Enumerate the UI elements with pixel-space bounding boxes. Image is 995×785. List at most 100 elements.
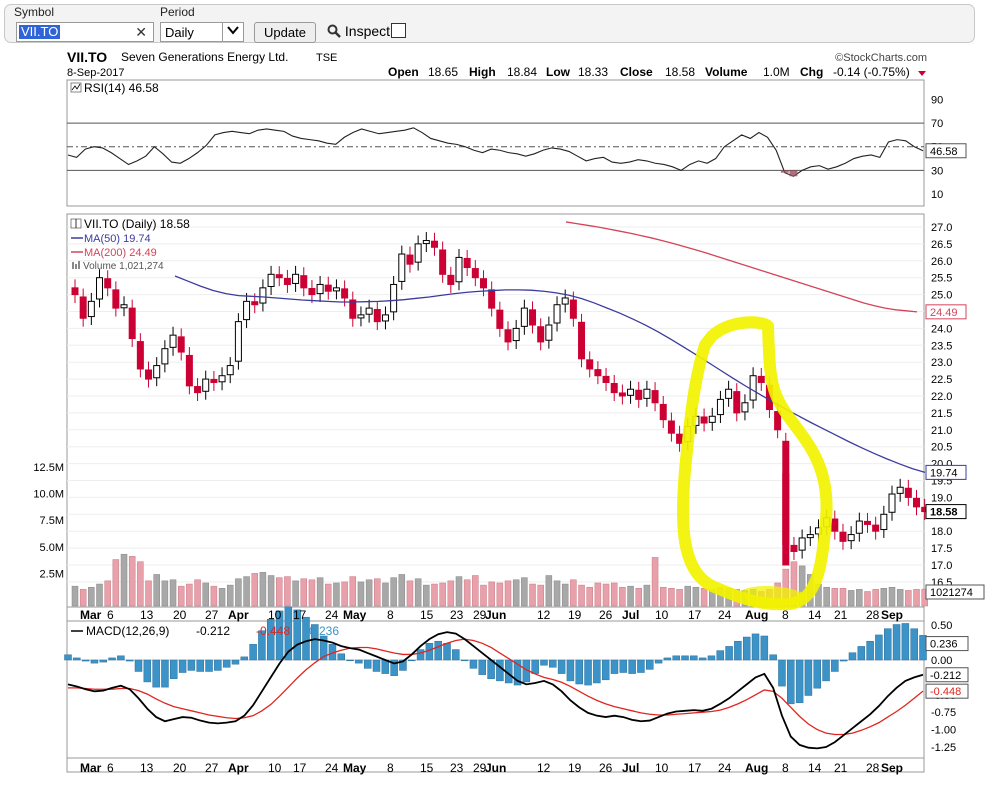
volume-tick-label: 12.5M bbox=[33, 462, 64, 474]
volume-bar bbox=[619, 586, 626, 607]
inspect-checkbox[interactable] bbox=[391, 23, 407, 38]
update-button[interactable]: Update bbox=[254, 22, 316, 43]
macd-histogram-bar bbox=[408, 659, 416, 662]
date-tick-label: Sep bbox=[881, 608, 903, 622]
macd-histogram-bar bbox=[311, 624, 319, 661]
volume-bar bbox=[243, 576, 250, 607]
rsi-current-box bbox=[925, 143, 967, 159]
volume-legend: Volume 1,021,274 bbox=[83, 261, 164, 272]
volume-bar bbox=[831, 588, 839, 607]
volume-bar bbox=[128, 556, 136, 607]
macd-histogram-bar bbox=[416, 649, 425, 661]
price-current-label: 1021274 bbox=[930, 587, 973, 599]
price-tick-label: 24.0 bbox=[931, 323, 952, 335]
macd-histogram-bar bbox=[866, 640, 874, 661]
macd-histogram-bar bbox=[725, 646, 733, 661]
candlestick bbox=[161, 348, 169, 365]
candlestick bbox=[243, 300, 251, 321]
date-tick-label: 8 bbox=[387, 761, 394, 775]
candlestick bbox=[529, 309, 537, 326]
macd-histogram-bar bbox=[240, 656, 249, 661]
symbol-input[interactable]: VII.TO ✕ bbox=[16, 22, 154, 42]
inspect-label: Inspect bbox=[344, 23, 391, 39]
macd-histogram-bar bbox=[117, 655, 125, 661]
volume-bar bbox=[406, 580, 414, 607]
volume-bar bbox=[79, 589, 87, 607]
candlestick bbox=[185, 354, 193, 387]
macd-histogram-bar bbox=[452, 649, 460, 661]
volume-bar bbox=[905, 590, 912, 607]
macd-histogram-bar bbox=[646, 659, 654, 670]
date-tick-label: 17 bbox=[293, 608, 307, 622]
volume-bar bbox=[447, 580, 455, 607]
volume-bar bbox=[251, 573, 258, 607]
date-tick-label: 10 bbox=[655, 608, 669, 622]
period-select[interactable]: Daily bbox=[160, 22, 244, 42]
clear-icon[interactable]: ✕ bbox=[135, 24, 147, 40]
volume-bar bbox=[423, 584, 430, 607]
macd-histogram-bar bbox=[566, 659, 575, 682]
rsi-legend: RSI(14) 46.58 bbox=[70, 81, 159, 95]
volume-bar bbox=[602, 583, 610, 607]
macd-histogram-bar bbox=[787, 659, 795, 705]
volume-bar bbox=[512, 579, 520, 607]
date-tick-label: 17 bbox=[688, 761, 702, 775]
volume-tick-label: 5.0M bbox=[40, 542, 64, 554]
macd-histogram-bar bbox=[760, 635, 769, 661]
volume-bar bbox=[390, 577, 397, 607]
macd-histogram-bar bbox=[99, 659, 108, 663]
candlestick bbox=[398, 253, 406, 282]
macd-histogram-bar bbox=[910, 628, 918, 661]
macd-histogram-bar bbox=[152, 659, 160, 688]
volume-bar bbox=[651, 557, 659, 607]
candlestick bbox=[594, 369, 602, 377]
volume-bar bbox=[357, 581, 365, 607]
macd-histogram-bar bbox=[883, 628, 892, 661]
macd-histogram-bar bbox=[557, 659, 566, 674]
candlestick bbox=[145, 369, 153, 380]
volume-bar bbox=[120, 553, 128, 607]
macd-histogram-bar bbox=[795, 659, 804, 704]
volume-bar bbox=[96, 583, 103, 607]
date-tick-label: 19 bbox=[568, 608, 582, 622]
candlestick bbox=[569, 299, 577, 319]
volume-bar bbox=[292, 580, 299, 607]
macd-histogram-bar bbox=[496, 659, 504, 682]
macd-histogram-bar bbox=[848, 652, 857, 661]
candlestick bbox=[798, 537, 806, 551]
macd-current-label: 0.236 bbox=[930, 639, 958, 651]
price-tick-label: 21.0 bbox=[931, 425, 952, 437]
volume-bar bbox=[235, 578, 242, 607]
candlestick bbox=[627, 388, 635, 396]
volume-bar bbox=[659, 586, 667, 607]
search-icon bbox=[327, 24, 341, 38]
candlestick bbox=[512, 327, 520, 342]
volume-bar bbox=[472, 575, 479, 607]
candlestick bbox=[79, 296, 87, 319]
macd-histogram-bar bbox=[804, 659, 813, 696]
volume-bar bbox=[570, 579, 577, 607]
ohlc-low-label: Low bbox=[546, 65, 571, 79]
candlestick bbox=[365, 307, 373, 315]
macd-histogram-bar bbox=[654, 659, 663, 664]
macd-current-box bbox=[925, 683, 969, 699]
period-label: Period bbox=[160, 5, 195, 19]
ma200-line bbox=[565, 221, 918, 313]
volume-bar bbox=[341, 581, 348, 607]
macd-tick-label: -1.25 bbox=[931, 742, 956, 754]
volume-bar bbox=[202, 582, 209, 607]
macd-histogram-bar bbox=[628, 659, 636, 674]
ohlc-close-label: Close bbox=[620, 65, 653, 79]
date-tick-label: 15 bbox=[420, 608, 434, 622]
candlestick bbox=[586, 359, 594, 370]
macd-histogram-bar bbox=[707, 655, 716, 661]
macd-current-box bbox=[925, 636, 969, 652]
volume-bar bbox=[594, 582, 602, 607]
inspect-toggle[interactable]: Inspect bbox=[327, 23, 407, 39]
chevron-down-icon[interactable] bbox=[222, 23, 243, 41]
candlestick bbox=[300, 275, 308, 289]
macd-histogram-bar bbox=[381, 659, 390, 674]
symbol-input-value[interactable]: VII.TO bbox=[19, 24, 61, 39]
volume-bar bbox=[267, 575, 275, 607]
volume-bar bbox=[218, 588, 226, 607]
